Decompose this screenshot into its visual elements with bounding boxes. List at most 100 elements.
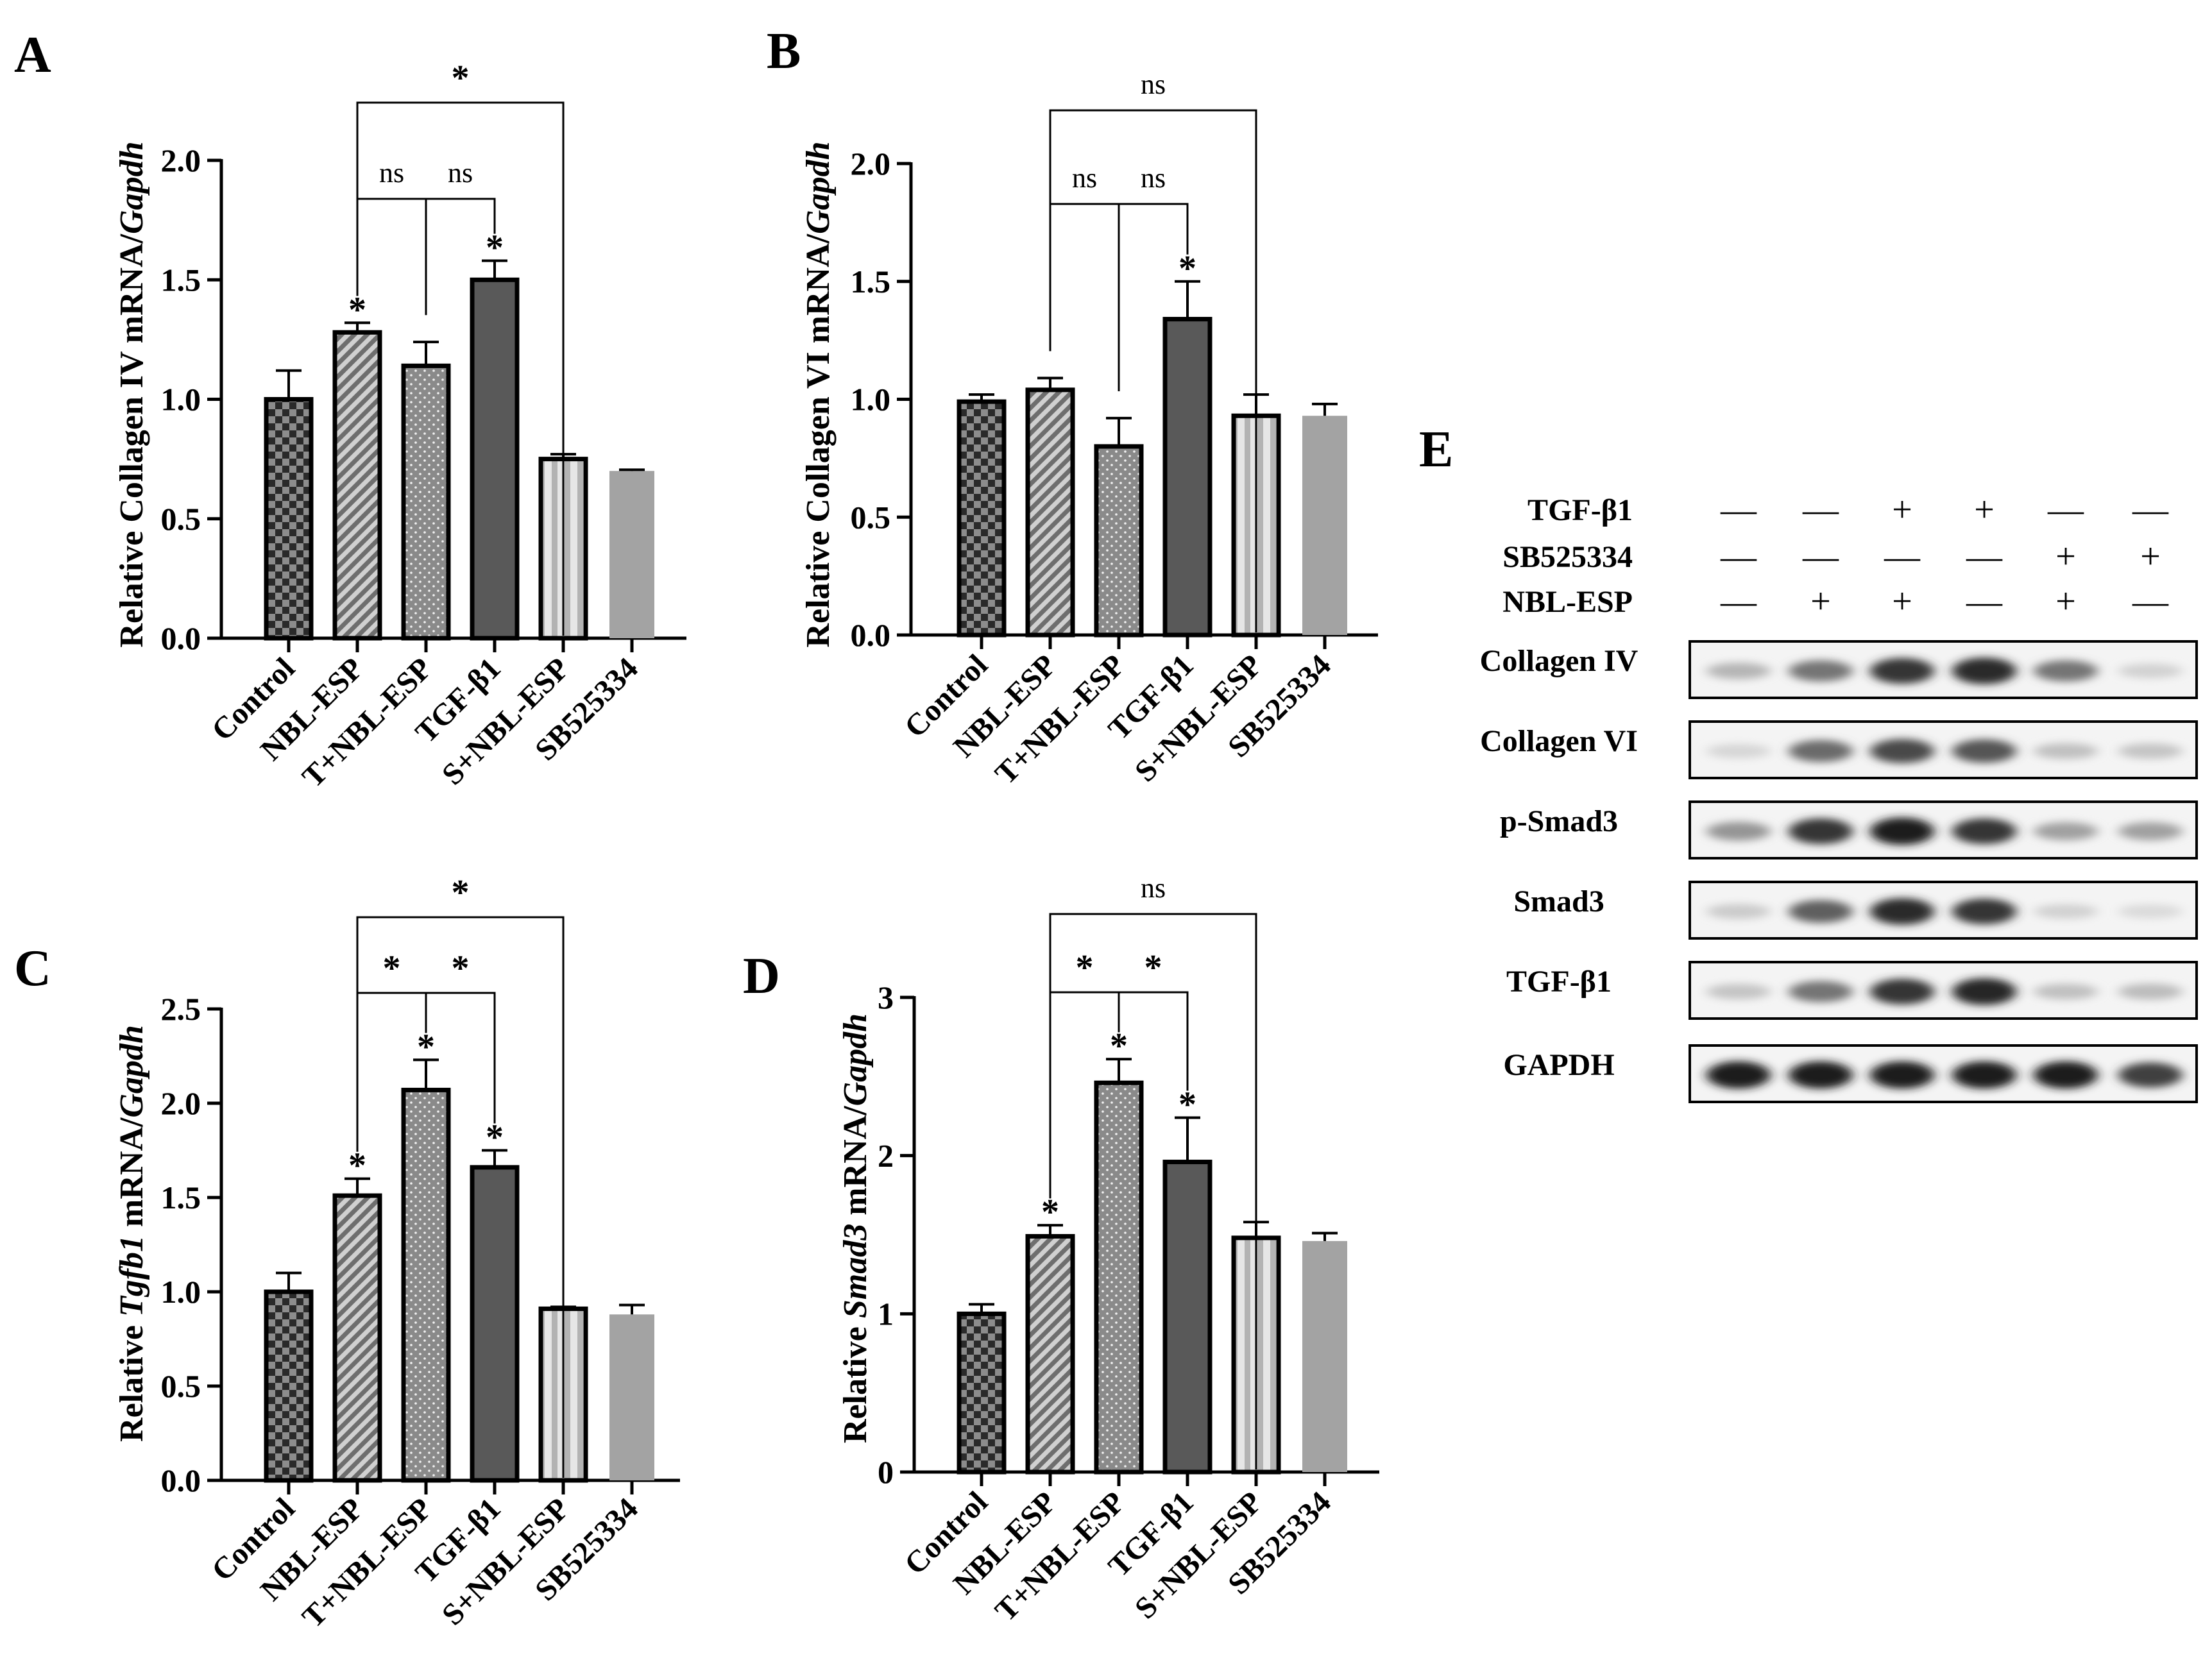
panel-letter-a: A — [14, 27, 51, 83]
blot-condition-sign: — — [1802, 490, 1839, 530]
blot-band — [2118, 743, 2182, 759]
blot-row: Collagen IV — [1480, 640, 2198, 699]
plot-area: 0.00.51.01.52.0ControlNBL-ESPT+NBL-ESP*T… — [851, 69, 1378, 791]
blot-band — [1706, 904, 1771, 919]
panel-letter-c: C — [14, 940, 51, 997]
blot-condition-sign: + — [1810, 582, 1831, 622]
panel-letter-e: E — [1419, 421, 1453, 478]
y-tick-label: 0.5 — [161, 501, 201, 537]
bar-significance-star: * — [1041, 1192, 1059, 1232]
significance-bracket — [425, 992, 496, 1124]
bracket-label: * — [1144, 948, 1162, 988]
blot-condition-label: NBL-ESP — [1502, 585, 1633, 619]
significance-bracket — [425, 198, 496, 316]
blot-membrane — [1689, 800, 2198, 859]
bracket-label: * — [1076, 948, 1094, 988]
y-tick-label: 1.5 — [161, 262, 201, 298]
y-tick-label: 0.0 — [161, 1462, 201, 1498]
bar — [1094, 1080, 1144, 1475]
y-tick-label: 1.0 — [161, 382, 201, 418]
blot-band — [2118, 904, 2182, 918]
bar — [957, 1311, 1007, 1475]
bracket-label: * — [452, 873, 470, 913]
y-tick-label: 0.0 — [851, 617, 891, 653]
chart-panel-a: A Relative Collagen IV mRNA/Gapdh 0.0 0.5… — [14, 27, 686, 794]
bracket-label: ns — [1141, 162, 1166, 194]
bar — [1162, 317, 1212, 638]
blot-band — [1870, 817, 1934, 845]
significance-bracket — [1049, 203, 1120, 391]
bracket-label: ns — [1141, 69, 1166, 100]
blot-band — [1870, 739, 1934, 763]
y-tick-label: 1 — [878, 1296, 894, 1332]
blot-band — [2034, 660, 2098, 682]
bar — [470, 1165, 520, 1483]
bar — [609, 1314, 654, 1480]
bar — [264, 1289, 314, 1483]
bracket-label: ns — [379, 157, 404, 189]
panel-letter-d: D — [743, 948, 780, 1004]
blot-band — [2118, 663, 2182, 679]
y-tick-label: 0.0 — [161, 620, 201, 656]
plot-area: 0123Control*NBL-ESP*T+NBL-ESP*TGF-β1S+NB… — [878, 872, 1379, 1628]
blot-band — [2118, 1062, 2182, 1088]
blot-condition-sign: — — [1802, 537, 1839, 577]
blot-band — [1952, 818, 2016, 845]
blot-band — [1870, 978, 1934, 1005]
significance-bracket — [356, 916, 565, 1478]
y-axis-title: Relative Smad3 mRNA/Gapdh — [837, 1013, 874, 1443]
western-blot-panel-e: E TGF-β1 — — + + — — SB525334 — — — — + + NBL-ESP — + + — +… — [1419, 421, 2198, 1103]
blot-row-label: Smad3 — [1513, 885, 1604, 918]
blot-band — [1870, 1061, 1934, 1089]
bar — [332, 1193, 382, 1483]
blot-condition-sign: — — [2132, 490, 2169, 530]
blot-band — [1952, 1061, 2016, 1089]
y-tick-label: 2.5 — [161, 991, 201, 1027]
bar-significance-star: * — [348, 290, 366, 330]
blot-band — [2034, 1061, 2098, 1089]
blot-condition-table: TGF-β1 — — + + — — SB525334 — — — — + + NBL-ESP — + + — + — — [1502, 490, 2169, 622]
bracket-label: * — [383, 949, 401, 988]
significance-bracket — [356, 101, 565, 636]
bar — [470, 277, 520, 641]
bracket-label: ns — [448, 157, 473, 189]
blot-band — [1789, 1061, 1853, 1089]
significance-bracket — [1049, 109, 1257, 632]
blot-band — [1706, 663, 1771, 679]
blot-band — [1952, 978, 2016, 1006]
bar-significance-star: * — [486, 1118, 504, 1158]
y-axis-title: Relative Collagen VI mRNA/Gapdh — [800, 141, 837, 647]
blot-condition-sign: — — [1884, 537, 1921, 577]
blot-condition-sign: + — [2055, 537, 2076, 577]
bar-significance-star: * — [1178, 1085, 1196, 1124]
blot-band — [1706, 1061, 1771, 1089]
blot-condition-sign: — — [2132, 582, 2169, 622]
blot-band — [1952, 739, 2016, 763]
blot-band — [2118, 983, 2182, 1000]
blot-band — [2034, 904, 2098, 919]
blot-condition-sign: + — [2055, 582, 2076, 622]
bar — [1302, 1240, 1347, 1472]
bracket-label: * — [452, 58, 470, 98]
blot-condition-sign: — — [1720, 490, 1757, 530]
y-tick-label: 0 — [878, 1454, 894, 1490]
blot-membrane — [1689, 720, 2198, 779]
bracket-label: ns — [1072, 162, 1097, 194]
blot-band — [1870, 657, 1934, 684]
blot-band — [2034, 822, 2098, 841]
y-tick-label: 3 — [878, 979, 894, 1015]
bar — [609, 471, 654, 638]
blot-row: Smad3 — [1513, 881, 2198, 940]
blot-band — [1952, 657, 2016, 684]
blot-rows: Collagen IV Collagen VI p-Smad3 Smad3 TGF-β1… — [1480, 640, 2198, 1103]
blot-row-label: Collagen IV — [1480, 644, 1638, 678]
y-tick-label: 2 — [878, 1138, 894, 1174]
chart-panel-b: B Relative Collagen VI mRNA/Gapdh 0.0 0.5… — [767, 23, 1378, 791]
plot-area: 0.00.51.01.52.02.5Control*NBL-ESP*T+NBL-… — [161, 873, 680, 1634]
y-tick-label: 0.5 — [851, 499, 891, 535]
blot-condition-sign: + — [1974, 490, 1995, 530]
y-axis-title: Relative Tgfb1 mRNA/Gapdh — [114, 1025, 150, 1442]
blot-condition-sign: — — [1720, 537, 1757, 577]
blot-band — [1789, 818, 1853, 845]
